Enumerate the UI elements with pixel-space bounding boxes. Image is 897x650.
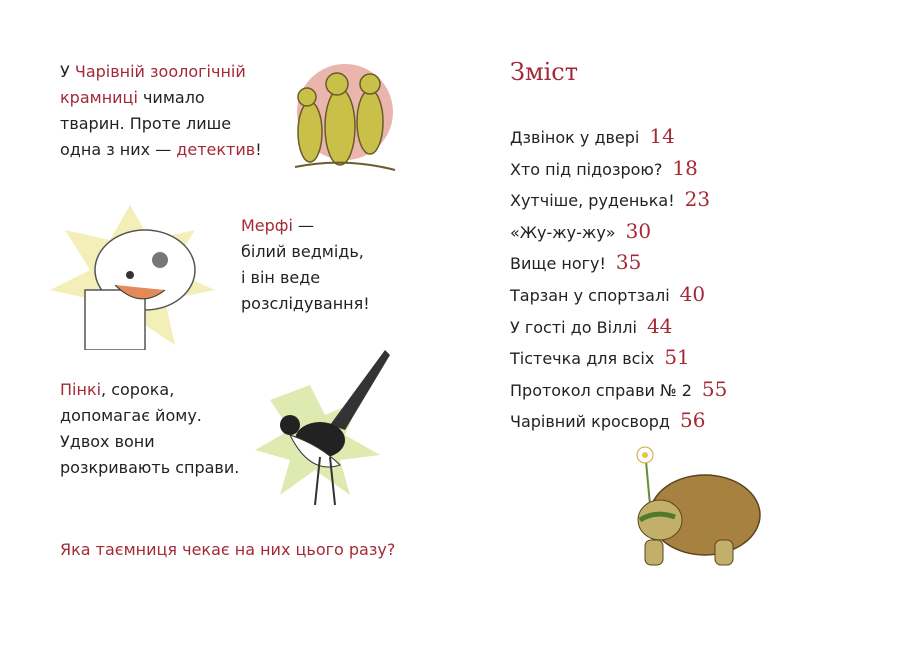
murphy-paragraph: Мерфі — білий ведмідь, і він веде розслі… (241, 213, 370, 317)
toc-item: Хто під підозрою? 18 (510, 154, 727, 186)
toc-item-label: Протокол справи № 2 (510, 380, 692, 400)
toc-item: У гості до Віллі 44 (510, 312, 727, 344)
text: чимало (137, 88, 205, 107)
toc-item-page: 14 (649, 124, 675, 148)
toc-item: Чарівний кросворд 56 (510, 406, 727, 438)
toc-item-page: 56 (680, 408, 706, 433)
text: тварин. Проте лише (60, 114, 232, 133)
toc-item-label: «Жу-жу-жу» (510, 222, 616, 242)
meerkats-illustration (294, 64, 396, 171)
pinky-paragraph: Пінкі, сорока, допомагає йому. Удвох вон… (60, 377, 239, 481)
text: , сорока, (101, 380, 175, 399)
text: і він веде (241, 268, 321, 287)
toc-item-page: 35 (615, 250, 642, 275)
toc-item-page: 44 (646, 313, 673, 338)
text: білий ведмідь, (241, 242, 364, 261)
magpie-illustration (255, 350, 390, 506)
toc-item-page: 51 (664, 345, 690, 370)
highlight-text: Мерфі (241, 216, 293, 235)
toc-item-page: 23 (684, 187, 711, 212)
toc-item-label: Вище ногу! (510, 254, 606, 274)
highlight-text: детектив (176, 140, 256, 159)
toc-item-label: Чарівний кросворд (510, 412, 670, 432)
question-text: Яка таємниця чекає на них цього разу? (60, 540, 396, 559)
text: розслідування! (241, 294, 370, 313)
toc-item: Хутчіше, руденька! 23 (510, 185, 727, 217)
toc-item-page: 55 (701, 376, 728, 401)
toc-item: Протокол справи № 2 55 (510, 375, 727, 407)
text: одна з них — (60, 140, 177, 159)
highlight-text: Пінкі (60, 380, 102, 399)
toc-item: Тістечка для всіх 51 (510, 343, 727, 375)
toc-item: Тарзан у спортзалі 40 (510, 280, 727, 312)
toc-item-label: Тарзан у спортзалі (510, 285, 670, 305)
text: допомагає йому. (60, 406, 202, 425)
toc-item-label: У гості до Віллі (510, 317, 637, 337)
toc-item-page: 18 (672, 155, 698, 180)
text: ! (255, 140, 262, 159)
intro-paragraph: У Чарівній зоологічній крамниці чимало т… (60, 59, 262, 163)
table-of-contents: Дзвінок у двері 14 Хто під підозрою? 18 Хутч… (510, 122, 727, 438)
toc-item: Дзвінок у двері 14 (510, 122, 727, 154)
highlight-text: крамниці (60, 88, 138, 107)
toc-item-label: Дзвінок у двері (510, 128, 640, 147)
toc-title: Зміст (510, 58, 579, 86)
toc-item-page: 40 (679, 281, 706, 306)
text: розкривають справи. (60, 458, 240, 477)
toc-item-label: Хто під підозрою? (510, 159, 663, 179)
toc-item-label: Тістечка для всіх (510, 349, 655, 369)
polar-bear-illustration (50, 205, 215, 350)
text: — (292, 216, 315, 235)
toc-item: Вище ногу! 35 (510, 248, 727, 280)
toc-item-page: 30 (625, 218, 652, 243)
toc-item: «Жу-жу-жу» 30 (510, 217, 727, 249)
text: Удвох вони (60, 432, 155, 451)
toc-item-label: Хутчіше, руденька! (510, 191, 675, 211)
text: У (60, 62, 75, 81)
tortoise-illustration (636, 446, 761, 566)
highlight-text: Чарівній зоологічній (74, 62, 246, 81)
